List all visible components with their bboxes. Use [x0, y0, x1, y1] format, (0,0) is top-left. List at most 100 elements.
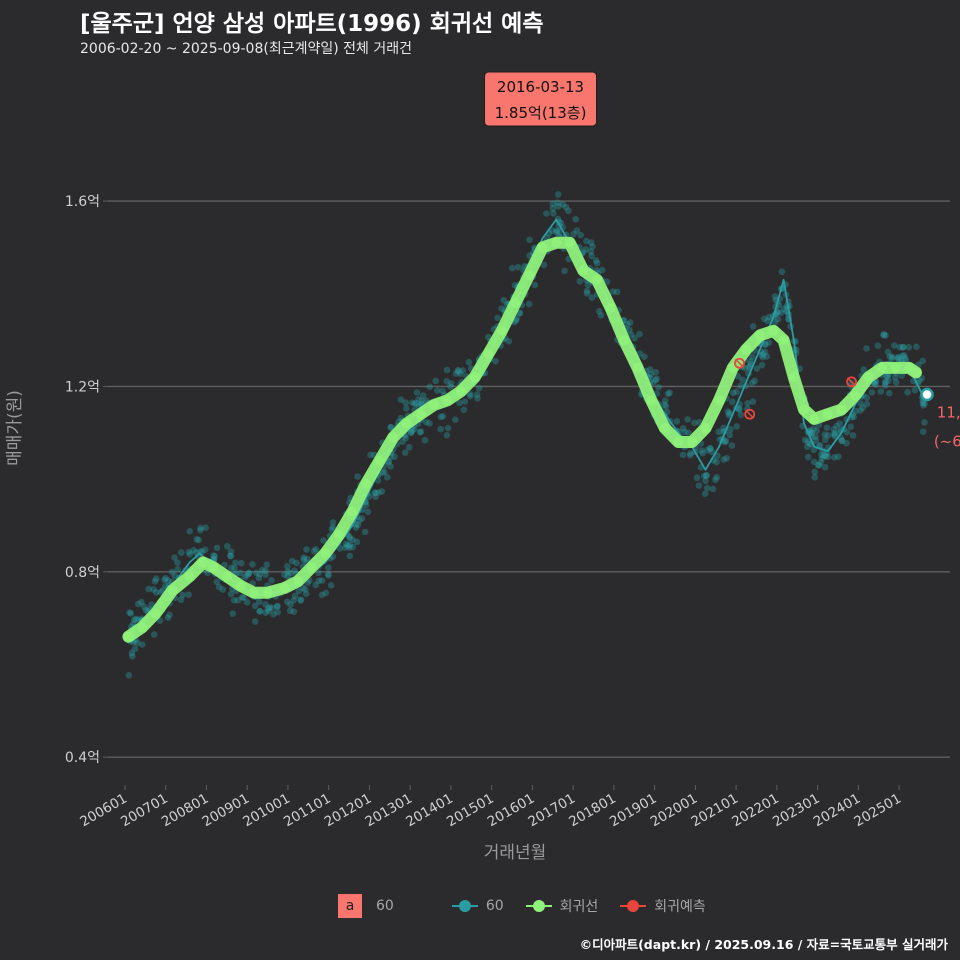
scatter-point	[729, 389, 737, 397]
scatter-point	[843, 439, 850, 447]
regression-point	[221, 571, 232, 582]
scatter-point	[804, 438, 812, 446]
scatter-point	[701, 490, 709, 497]
scatter-point	[219, 586, 227, 593]
scatter-point	[803, 443, 811, 451]
scatter-point	[706, 445, 714, 452]
scatter-point	[702, 472, 710, 479]
legend-key-60	[451, 896, 478, 916]
callout-date: 2016-03-13	[497, 78, 584, 96]
scatter-point	[804, 453, 812, 461]
scatter-point	[211, 552, 218, 560]
scatter-point	[525, 300, 533, 308]
scatter-point	[514, 263, 522, 271]
scatter-point	[810, 458, 818, 466]
scatter-point	[473, 391, 481, 398]
scatter-point	[728, 398, 736, 406]
scatter-point	[291, 567, 298, 574]
scatter-point	[197, 524, 204, 532]
scatter-point	[661, 397, 669, 405]
scatter-point	[164, 577, 172, 584]
scatter-point	[230, 597, 238, 604]
scatter-point	[274, 602, 281, 610]
scatter-point	[708, 448, 716, 456]
scatter-point	[589, 243, 596, 250]
scatter-point	[227, 552, 234, 560]
scatter-point	[177, 596, 185, 604]
scatter-point	[320, 537, 327, 544]
regression-point	[673, 437, 684, 448]
scatter-point	[831, 453, 838, 461]
scatter-point	[512, 317, 520, 324]
regression-point	[333, 529, 344, 540]
scatter-point	[485, 333, 492, 341]
scatter-point	[417, 428, 425, 435]
scatter-point	[353, 538, 361, 546]
scatter-point	[238, 594, 246, 601]
scatter-point	[262, 601, 269, 608]
regression-point	[863, 372, 874, 383]
scatter-point	[349, 543, 357, 551]
scatter-point	[751, 377, 758, 385]
scatter-point	[402, 399, 410, 406]
scatter-point	[555, 202, 562, 210]
scatter-point	[374, 477, 382, 484]
scatter-point	[466, 392, 474, 400]
scatter-point	[372, 489, 379, 497]
scatter-point	[881, 379, 889, 387]
scatter-point	[286, 607, 294, 614]
scatter-point	[302, 590, 310, 597]
scatter-point	[722, 437, 730, 445]
scatter-point	[266, 604, 274, 611]
scatter-points	[125, 191, 928, 679]
regression-point	[551, 237, 562, 248]
scatter-point	[322, 589, 330, 597]
scatter-point	[737, 382, 745, 390]
legend-item-area-label: a 60	[338, 894, 394, 918]
scatter-point	[151, 578, 159, 585]
scatter-point	[562, 203, 570, 211]
scatter-point	[344, 542, 351, 549]
scatter-point	[459, 367, 467, 374]
scatter-point	[540, 261, 548, 269]
regression-point	[632, 362, 643, 373]
scatter-point	[857, 407, 864, 414]
scatter-point	[293, 559, 300, 567]
forecast-point	[744, 408, 756, 420]
regression-point	[469, 372, 480, 383]
scatter-point	[387, 424, 394, 431]
scatter-point	[771, 318, 779, 326]
scatter-point	[387, 423, 395, 431]
scatter-point	[152, 589, 160, 596]
scatter-point	[724, 408, 732, 415]
scatter-point	[810, 446, 818, 454]
scatter-point	[262, 567, 269, 574]
legend-label-60: 60	[485, 898, 504, 914]
scatter-point	[304, 555, 311, 563]
scatter-point	[256, 570, 264, 578]
scatter-point	[379, 468, 386, 476]
scatter-point	[835, 453, 842, 460]
scatter-point	[681, 428, 688, 436]
regression-point	[198, 557, 209, 568]
scatter-point	[265, 607, 272, 615]
scatter-point	[186, 550, 194, 558]
scatter-point	[196, 548, 204, 555]
scatter-point	[251, 618, 259, 625]
scatter-point	[413, 389, 421, 396]
scatter-point	[919, 428, 927, 435]
scatter-point	[152, 575, 160, 583]
scatter-point	[300, 554, 308, 562]
scatter-point	[301, 586, 309, 593]
scatter-point	[720, 456, 728, 463]
regression-point	[659, 423, 670, 434]
scatter-point	[900, 351, 908, 359]
scatter-point	[466, 390, 474, 398]
scatter-point	[148, 601, 155, 608]
scatter-point	[810, 425, 817, 432]
scatter-point	[609, 288, 617, 295]
scatter-point	[381, 468, 388, 476]
scatter-point	[623, 320, 631, 328]
scatter-point	[434, 387, 441, 394]
scatter-point	[403, 405, 410, 412]
